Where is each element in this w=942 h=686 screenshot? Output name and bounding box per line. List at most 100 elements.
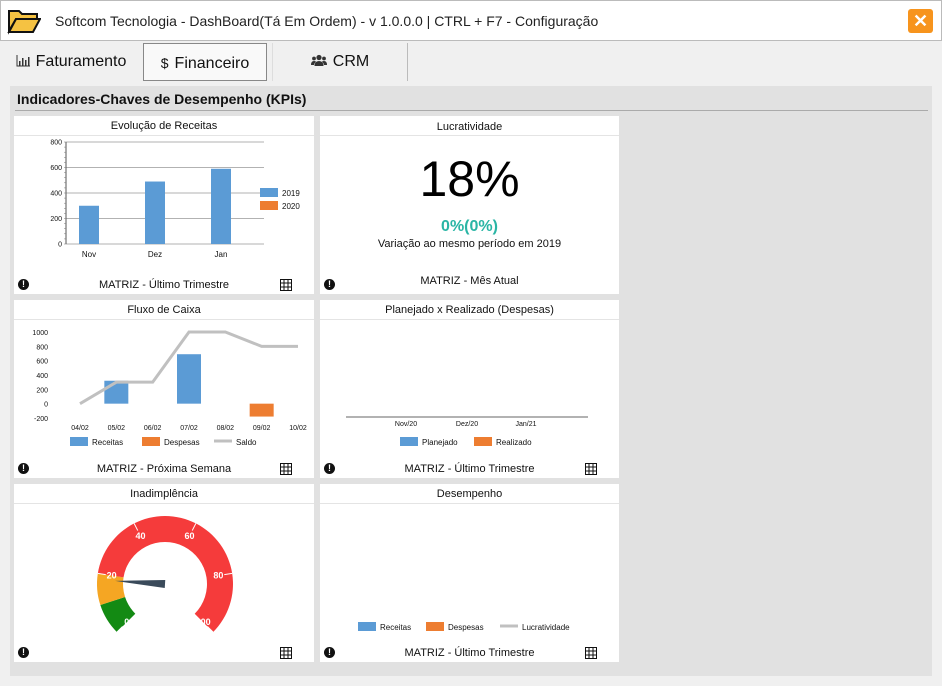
tab-crm[interactable]: CRM <box>272 43 408 81</box>
revenue-chart: 0 200 400 600 800 Nov Dez Jan 2019 2020 <box>50 140 300 260</box>
card-footer: MATRIZ - Último Trimestre <box>404 463 535 475</box>
x-tick-label: 09/02 <box>253 425 271 432</box>
gauge-tick-label: 100 <box>196 617 211 627</box>
x-tick-label: 06/02 <box>144 425 162 432</box>
kpi-variation: 0%(0%) <box>441 218 498 235</box>
cashflow-chart: -200 0 200 400 600 800 1000 04/02 05/02 06/02 07/0… <box>32 330 306 447</box>
x-tick-label: Nov/20 <box>395 421 417 428</box>
delinquency-gauge: 0 20 40 60 80 100 <box>97 516 234 633</box>
gauge-needle <box>115 580 166 588</box>
card-inadimplencia: Inadimplência 0 20 40 60 80 100 ! <box>14 484 314 662</box>
legend-swatch <box>426 622 444 631</box>
panel-title: Indicadores-Chaves de Desempenho (KPIs) <box>17 91 307 107</box>
table-icon[interactable] <box>280 463 292 475</box>
legend-swatch <box>474 437 492 446</box>
tab-faturamento[interactable]: Faturamento <box>6 43 136 81</box>
bar-chart-icon <box>16 55 30 67</box>
legend-label: Realizado <box>496 438 532 447</box>
table-icon[interactable] <box>280 647 292 659</box>
kpi-panel: Indicadores-Chaves de Desempenho (KPIs) … <box>10 86 932 676</box>
card-title: Evolução de Receitas <box>14 116 314 136</box>
y-tick-label: 0 <box>58 242 62 249</box>
legend-label: Planejado <box>422 438 458 447</box>
card-footer: MATRIZ - Último Trimestre <box>99 279 229 291</box>
y-tick-label: 800 <box>50 140 62 147</box>
gauge-tick-label: 20 <box>107 571 117 581</box>
gauge-tick-label: 60 <box>185 531 195 541</box>
x-tick-label: 08/02 <box>217 425 235 432</box>
warning-icon[interactable]: ! <box>324 647 335 658</box>
tab-financeiro[interactable]: $ Financeiro <box>143 43 267 81</box>
bar <box>177 354 201 404</box>
legend-label: 2019 <box>282 189 300 198</box>
users-icon <box>310 54 327 66</box>
card-planejado-realizado: Planejado x Realizado (Despesas) Nov/20 D… <box>320 300 619 478</box>
table-icon[interactable] <box>585 647 597 659</box>
legend-swatch <box>400 437 418 446</box>
bar <box>104 380 129 404</box>
y-tick-label: 400 <box>50 191 62 198</box>
gauge-tick <box>191 523 197 531</box>
bar <box>145 181 165 244</box>
gauge-band <box>97 516 234 633</box>
warning-icon[interactable]: ! <box>18 647 29 658</box>
card-fluxo-caixa: Fluxo de Caixa -200 0 200 400 600 800 1000 04/0… <box>14 300 314 478</box>
window-titlebar: Softcom Tecnologia - DashBoard(Tá Em Ord… <box>0 0 942 41</box>
y-tick-label: 600 <box>50 165 62 172</box>
gauge-tick <box>133 523 139 531</box>
performance-chart: Receitas Despesas Lucratividade <box>358 622 570 632</box>
x-tick-label: Nov <box>82 250 96 259</box>
legend-swatch <box>260 188 278 197</box>
series-line <box>79 330 298 405</box>
y-tick-label: 200 <box>50 216 62 223</box>
table-icon[interactable] <box>280 279 292 291</box>
legend-label: Saldo <box>236 438 257 447</box>
warning-icon[interactable]: ! <box>324 463 335 474</box>
warning-icon[interactable]: ! <box>18 463 29 474</box>
legend-label: Lucratividade <box>522 623 570 632</box>
gauge-tick <box>224 572 233 576</box>
bar <box>211 168 231 244</box>
legend-label: Despesas <box>164 438 200 447</box>
gauge-tick <box>207 626 214 633</box>
legend-label: 2020 <box>282 202 300 211</box>
gauge-tick <box>97 572 106 576</box>
planned-vs-actual-chart: Nov/20 Dez/20 Jan/21 Planejado Realizado <box>346 416 588 447</box>
warning-icon[interactable]: ! <box>18 279 29 290</box>
gauge-band <box>100 596 136 633</box>
x-tick-label: Dez <box>148 250 162 259</box>
dollar-icon: $ <box>160 55 169 71</box>
legend-swatch <box>358 622 376 631</box>
card-footer: MATRIZ - Mês Atual <box>420 275 519 287</box>
table-icon[interactable] <box>585 463 597 475</box>
warning-icon[interactable]: ! <box>324 279 335 290</box>
tab-label: Financeiro <box>174 55 250 72</box>
card-evolucao-receitas: Evolução de Receitas 0 200 400 600 800 Nov Dez… <box>14 116 314 294</box>
legend-label: Despesas <box>448 623 484 632</box>
tab-label: Faturamento <box>35 53 127 70</box>
tab-label: CRM <box>332 53 370 70</box>
y-tick-label: 600 <box>36 359 48 366</box>
divider <box>15 110 928 111</box>
close-button[interactable]: ✕ <box>908 9 933 33</box>
card-title: Lucratividade <box>320 116 619 136</box>
x-tick-label: Jan <box>215 250 228 259</box>
card-desempenho: Desempenho Receitas Despesas Lucratividade… <box>320 484 619 662</box>
card-lucratividade: Lucratividade 18% 0%(0%) Variação ao mes… <box>320 116 619 294</box>
legend-label: Receitas <box>380 623 411 632</box>
legend-swatch <box>260 201 278 210</box>
bar <box>249 403 274 417</box>
tab-bar: Faturamento $ Financeiro CRM <box>0 41 942 83</box>
folder-icon <box>7 10 41 35</box>
card-title: Fluxo de Caixa <box>14 300 314 320</box>
y-tick-label: 0 <box>44 402 48 409</box>
x-tick-label: 04/02 <box>71 425 89 432</box>
y-tick-label: -200 <box>34 416 48 423</box>
close-icon: ✕ <box>912 11 929 31</box>
kpi-variation-label: Variação ao mesmo período em 2019 <box>377 238 562 250</box>
card-title: Desempenho <box>320 484 619 504</box>
y-tick-label: 1000 <box>32 330 48 337</box>
card-title: Planejado x Realizado (Despesas) <box>320 300 619 320</box>
x-tick-label: Dez/20 <box>456 421 478 428</box>
y-tick-label: 800 <box>36 344 48 351</box>
